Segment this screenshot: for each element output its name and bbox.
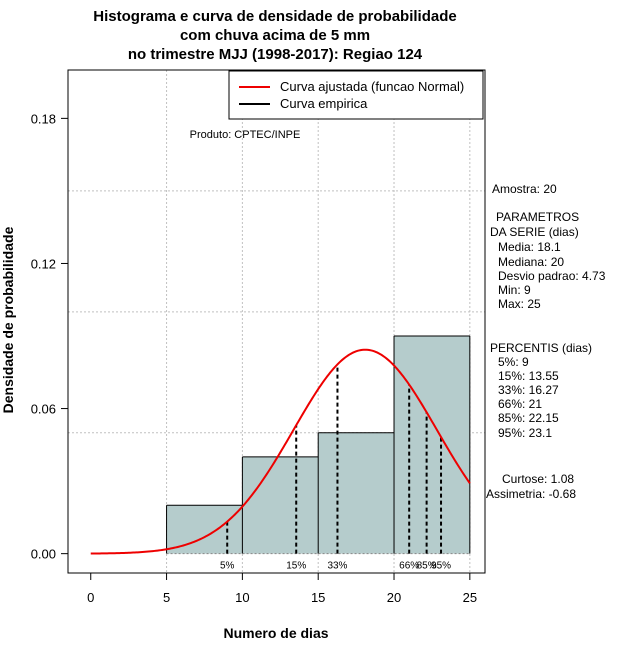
stat-p5: 5%: 9: [498, 355, 529, 369]
stat-param-subheading: DA SERIE (dias): [490, 225, 579, 239]
percentile-label-4: 66%: [399, 561, 419, 572]
stat-p15: 15%: 13.55: [498, 369, 559, 383]
legend-label-curve: Curva ajustada (funcao Normal): [280, 79, 464, 94]
legend-label-empirical: Curva empirica: [280, 96, 368, 111]
title-line-2: com chuva acima de 5 mm: [180, 27, 370, 44]
normal-curve: [90, 348, 471, 555]
x-tick-label: 20: [387, 590, 401, 605]
stat-min: Min: 9: [498, 283, 531, 297]
histogram-bar-3: [318, 432, 395, 554]
stat-p33: 33%: 16.27: [498, 383, 559, 397]
axes: 0 5 10 15 20 25 0.00 0.06 0.12 0.18: [31, 69, 486, 605]
stat-p85: 85%: 22.15: [498, 411, 559, 425]
chart-title: Histograma e curva de densidade de proba…: [93, 8, 456, 63]
x-tick-label: 10: [235, 590, 249, 605]
title-line-1: Histograma e curva de densidade de proba…: [93, 8, 456, 25]
y-tick-label: 0.12: [31, 256, 56, 271]
y-tick-label: 0.00: [31, 547, 56, 562]
x-tick-label: 15: [311, 590, 325, 605]
histogram-bars: [166, 335, 471, 555]
x-tick-label: 25: [463, 590, 477, 605]
y-tick-label: 0.06: [31, 402, 56, 417]
stat-pct-heading: PERCENTIS (dias): [490, 341, 592, 355]
x-axis-title: Numero de dias: [223, 625, 328, 641]
stat-param-heading: PARAMETROS: [496, 210, 579, 224]
title-line-3: no trimestre MJJ (1998-2017): Regiao 124: [128, 46, 423, 63]
percentile-label-5: 85%: [417, 561, 437, 572]
histogram-bar-4: [394, 336, 470, 554]
stat-max: Max: 25: [498, 297, 541, 311]
stat-assimetria: Assimetria: -0.68: [486, 487, 576, 501]
stat-amostra: Amostra: 20: [492, 182, 557, 196]
stat-media: Media: 18.1: [498, 240, 561, 254]
normal-curve-line: [90, 348, 471, 555]
percentile-label-6: 95%: [431, 561, 451, 572]
y-axis-title: Densidade de probabilidade: [0, 226, 16, 413]
percentile-label-2: 15%: [286, 561, 306, 572]
stat-mediana: Mediana: 20: [498, 255, 564, 269]
histogram-bar-2: [242, 456, 319, 554]
stat-curtose: Curtose: 1.08: [502, 472, 574, 486]
x-tick-label: 0: [87, 590, 94, 605]
stat-desvio: Desvio padrao: 4.73: [498, 269, 606, 283]
legend: Curva ajustada (funcao Normal) Curva emp…: [228, 70, 484, 120]
stats-panel: Amostra: 20 PARAMETROS DA SERIE (dias) M…: [486, 182, 606, 501]
stat-p66: 66%: 21: [498, 397, 542, 411]
stat-p95: 95%: 23.1: [498, 426, 552, 440]
y-tick-label: 0.18: [31, 111, 56, 126]
percentile-label-3: 33%: [327, 561, 347, 572]
percentile-label-1: 5%: [220, 561, 235, 572]
product-annotation: Produto: CPTEC/INPE: [190, 129, 301, 141]
plot-frame: [67, 69, 486, 574]
grid: [68, 70, 485, 573]
percentile-lines: 5% 15% 33% 66%85%95%: [220, 364, 451, 572]
legend-box: [228, 70, 484, 120]
x-tick-label: 5: [163, 590, 170, 605]
